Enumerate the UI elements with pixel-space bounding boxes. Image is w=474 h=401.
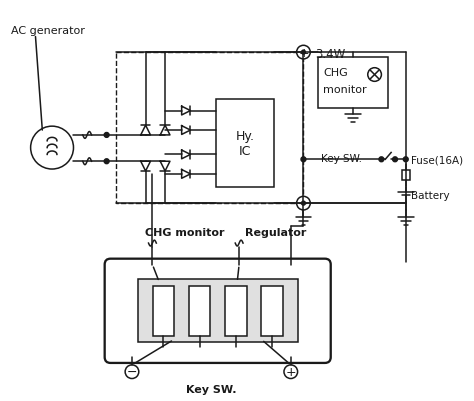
Bar — [318, 58, 388, 108]
Bar — [402, 170, 410, 180]
Circle shape — [403, 158, 408, 162]
Bar — [261, 286, 283, 336]
Circle shape — [297, 46, 310, 60]
Text: Battery: Battery — [410, 191, 449, 201]
Text: −: − — [298, 197, 309, 210]
Bar — [138, 279, 298, 342]
Circle shape — [284, 365, 298, 379]
Bar — [153, 286, 174, 336]
Circle shape — [379, 158, 384, 162]
Text: Regulator: Regulator — [245, 228, 306, 238]
Bar — [216, 99, 274, 187]
Circle shape — [392, 158, 398, 162]
Text: Fuse(16A): Fuse(16A) — [410, 155, 463, 165]
Text: +: + — [285, 365, 296, 378]
Circle shape — [301, 158, 306, 162]
Bar — [117, 53, 303, 204]
FancyBboxPatch shape — [105, 259, 331, 363]
Text: Key SW.: Key SW. — [186, 385, 237, 395]
Text: Hy.
IC: Hy. IC — [236, 130, 255, 157]
Bar — [189, 286, 210, 336]
Text: CHG: CHG — [323, 67, 348, 77]
Text: Key SW.: Key SW. — [321, 154, 362, 164]
Circle shape — [301, 51, 305, 55]
Circle shape — [301, 202, 305, 206]
Text: AC generator: AC generator — [11, 26, 85, 36]
Circle shape — [104, 160, 109, 164]
Circle shape — [104, 133, 109, 138]
Circle shape — [297, 197, 310, 211]
Circle shape — [125, 365, 139, 379]
Bar — [225, 286, 246, 336]
Text: CHG monitor: CHG monitor — [145, 228, 224, 238]
Text: −: − — [127, 365, 137, 378]
Text: 3.4W: 3.4W — [315, 48, 346, 61]
Text: +: + — [298, 47, 309, 59]
Text: monitor: monitor — [323, 85, 366, 95]
